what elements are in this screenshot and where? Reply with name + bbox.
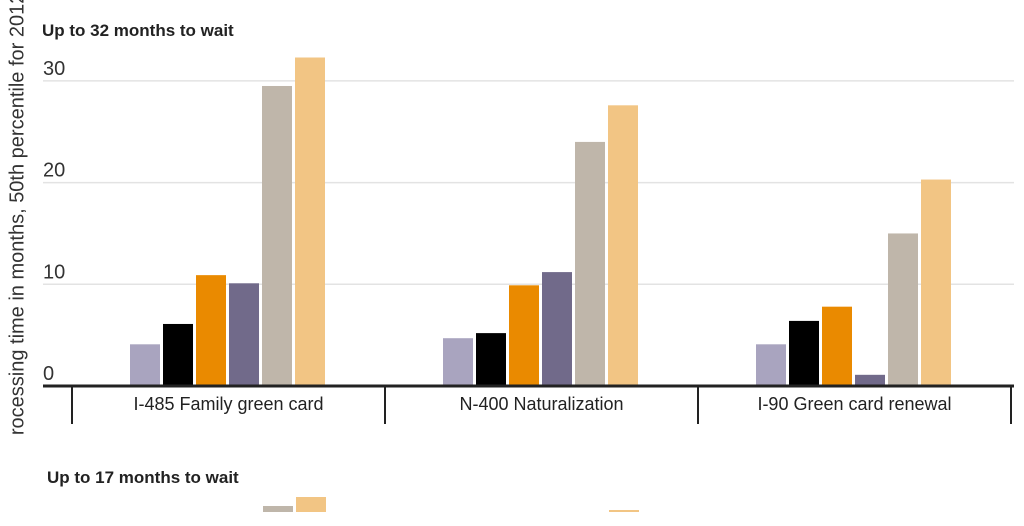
x-category-label: N-400 Naturalization (459, 394, 623, 414)
bar (855, 374, 885, 386)
x-category-label: I-485 Family green card (133, 394, 323, 414)
panel2-bar-partial (263, 506, 293, 512)
bar (443, 338, 473, 386)
bar (789, 320, 819, 386)
bar (295, 57, 325, 386)
panel-title-1: Up to 32 months to wait (42, 21, 234, 40)
y-tick-label: 10 (43, 261, 65, 283)
bar (476, 333, 506, 386)
bar (921, 179, 951, 386)
bar (196, 275, 226, 386)
bar (608, 105, 638, 387)
panel2-bar-partial (609, 510, 639, 512)
y-tick-label: 20 (43, 160, 65, 182)
bar (822, 306, 852, 386)
y-tick-label: 0 (43, 363, 54, 385)
bar (130, 344, 160, 386)
bar (509, 285, 539, 386)
panel2-bar-partial (296, 497, 326, 512)
bar (888, 233, 918, 386)
bar (542, 272, 572, 386)
y-tick-label: 30 (43, 58, 65, 80)
x-category-label: I-90 Green card renewal (757, 394, 951, 414)
bar (163, 323, 193, 386)
bar (262, 85, 292, 387)
panel-title-2: Up to 17 months to wait (47, 468, 239, 487)
bar (575, 141, 605, 386)
bar (756, 344, 786, 386)
bar-chart: 0 10 20 30 I-485 Family green card N-400 Natu… (43, 57, 1014, 512)
bar (229, 283, 259, 386)
